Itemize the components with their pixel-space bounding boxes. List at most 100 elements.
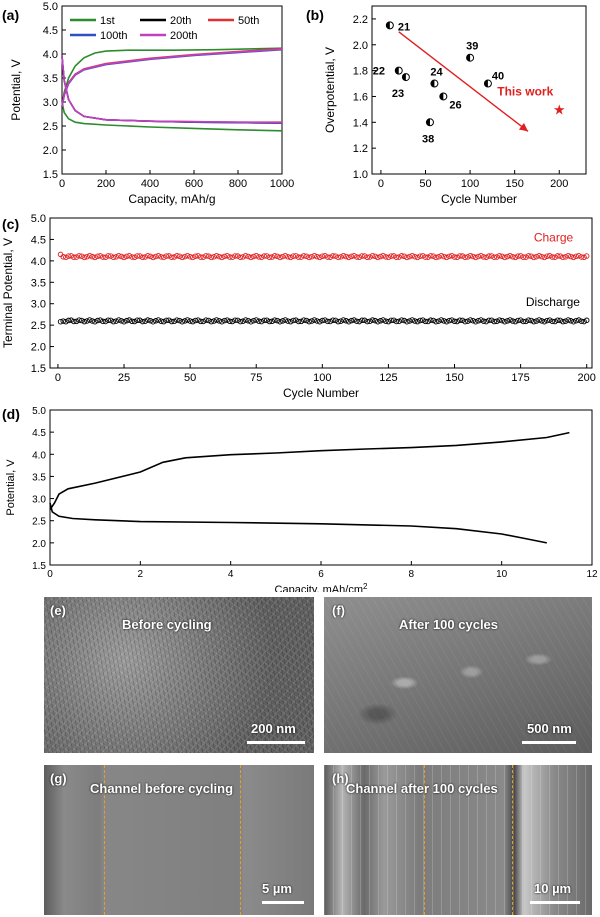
data-point-charge <box>174 253 180 259</box>
data-point-discharge <box>314 318 320 324</box>
data-point-discharge <box>531 318 537 325</box>
data-point-discharge <box>427 317 434 323</box>
data-point-charge <box>113 254 119 260</box>
panel-b: (b) 0 50 100 150 200 1.0 1.2 1.4 1.6 1.8 2.0 2.2 Cyc… <box>300 0 600 215</box>
data-point-charge <box>168 254 175 260</box>
x-tick-label: 1000 <box>270 178 294 190</box>
data-point-charge <box>483 254 489 261</box>
data-point-charge <box>406 253 413 260</box>
y-tick-label: 2.0 <box>31 342 46 354</box>
data-point-discharge <box>319 317 326 324</box>
data-point-discharge <box>184 317 191 323</box>
data-point-discharge <box>475 318 482 324</box>
data-point-discharge <box>557 317 564 324</box>
data-point-discharge <box>438 317 445 323</box>
data-point-charge <box>216 253 222 260</box>
data-point-charge <box>295 254 302 260</box>
data-point-charge <box>213 252 220 259</box>
data-point-discharge <box>224 317 230 323</box>
data-point-charge <box>245 253 252 260</box>
data-point-discharge <box>523 318 529 325</box>
data-point-charge <box>509 254 516 260</box>
data-point-charge <box>573 253 579 260</box>
y-tick-label: 4.5 <box>32 428 46 439</box>
data-point-charge <box>192 253 199 259</box>
channel-boundary-right <box>512 765 513 915</box>
data-point-charge <box>60 254 66 260</box>
data-point-charge <box>158 254 164 260</box>
legend-label: 100th <box>100 30 128 42</box>
y-tick-label: 1.8 <box>353 66 368 78</box>
data-point-charge <box>86 252 93 259</box>
y-tick-label: 2.0 <box>353 40 368 52</box>
data-point-charge <box>414 254 421 261</box>
data-point-discharge <box>406 318 413 324</box>
data-point-charge <box>242 252 249 259</box>
data-point-charge <box>110 254 117 261</box>
y-tick-label: 4.5 <box>31 234 46 246</box>
data-point-charge <box>451 254 458 260</box>
data-point-discharge <box>301 317 307 323</box>
x-tick-label: 175 <box>511 372 529 384</box>
data-point-discharge <box>396 318 402 325</box>
data-point-charge <box>253 252 259 259</box>
data-point-discharge <box>385 318 392 325</box>
data-point-discharge <box>150 318 156 325</box>
panel-letter-d: (d) <box>2 406 20 422</box>
data-label: 40 <box>492 71 504 83</box>
data-point-discharge <box>81 318 88 325</box>
data-point-charge <box>467 252 474 259</box>
data-point-discharge <box>78 317 85 324</box>
data-point-discharge <box>451 318 458 325</box>
data-point-discharge <box>60 318 66 324</box>
data-point-charge <box>433 254 439 261</box>
scale-label-g: 5 µm <box>262 881 292 896</box>
data-point-charge <box>388 253 394 259</box>
data-point-charge <box>565 252 571 259</box>
y-tick-label: 4.0 <box>32 450 46 461</box>
image-caption-g: Channel before cycling <box>90 781 234 796</box>
data-point-charge <box>282 252 289 259</box>
data-point-discharge <box>372 317 378 324</box>
data-point-charge <box>150 254 156 261</box>
x-tick-label: 600 <box>185 178 203 190</box>
panel-letter-e: (e) <box>50 603 66 618</box>
data-point-discharge <box>174 317 180 323</box>
data-point-discharge <box>459 317 466 324</box>
series-line-1st-charge <box>61 47 283 107</box>
x-tick-label: 0 <box>47 569 53 580</box>
data-point-charge <box>383 254 389 260</box>
x-tick-label: 100 <box>461 178 479 190</box>
data-point-charge <box>549 254 556 260</box>
data-point-charge <box>523 254 529 260</box>
data-label: 24 <box>430 67 443 79</box>
data-point-charge <box>441 253 447 260</box>
data-point-discharge <box>464 318 471 324</box>
sem-image-h: (h) Channel after 100 cycles 10 µm <box>324 765 592 915</box>
data-point-charge <box>290 253 296 259</box>
data-point-charge <box>203 253 209 259</box>
y-tick-label: 5.0 <box>32 406 46 417</box>
trend-arrow <box>398 31 529 132</box>
y-tick-label: 1.5 <box>31 363 46 375</box>
data-point-charge <box>303 253 310 259</box>
data-point-discharge <box>311 317 318 323</box>
data-point-discharge <box>359 317 365 324</box>
x-tick-label: 200 <box>578 372 596 384</box>
data-point-discharge <box>401 317 408 324</box>
data-point-charge <box>578 254 585 260</box>
data-point-charge <box>63 254 69 261</box>
data-point-discharge <box>422 318 429 325</box>
data-point-discharge <box>454 318 460 325</box>
data-point-discharge <box>279 318 286 324</box>
data-point-discharge <box>536 317 542 323</box>
data-point-discharge <box>232 317 238 323</box>
data-point-charge <box>396 254 402 260</box>
data-point-charge <box>544 253 550 260</box>
data-point-charge <box>306 254 312 261</box>
x-axis-label: Capacity, mAh/g <box>128 192 215 206</box>
x-tick-label: 200 <box>550 178 568 190</box>
data-point-charge <box>425 254 431 260</box>
y-axis-label: Potential, V <box>9 59 23 120</box>
data-point-discharge <box>258 318 265 325</box>
